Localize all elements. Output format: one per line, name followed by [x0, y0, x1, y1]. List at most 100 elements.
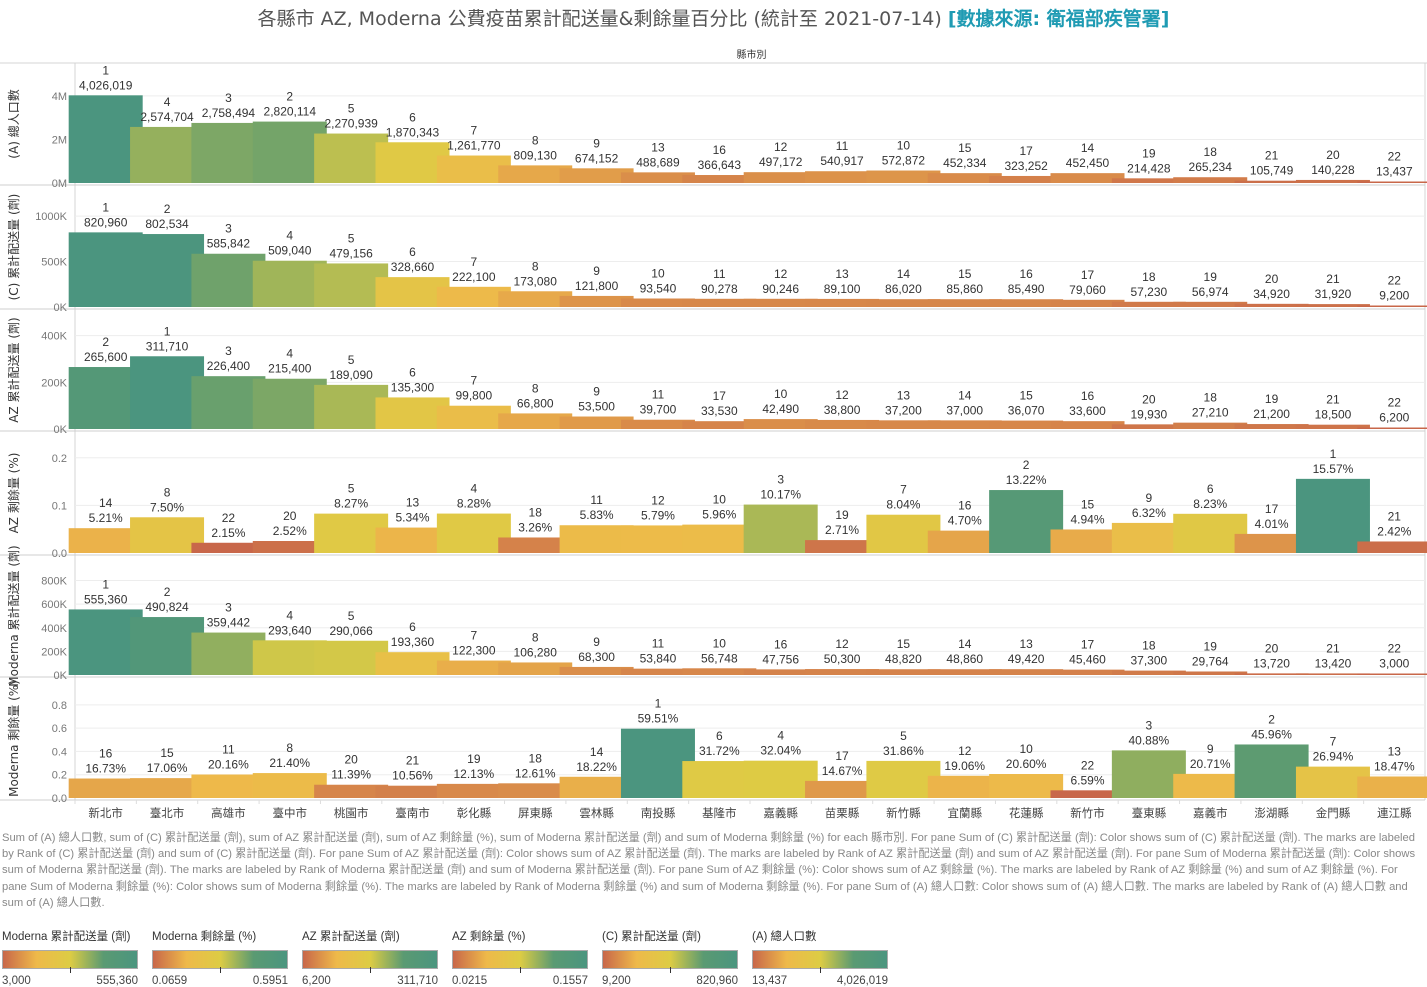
- value-label: 93,540: [640, 281, 677, 295]
- value-label: 31,920: [1315, 287, 1352, 301]
- bar-14: [866, 170, 941, 183]
- value-label: 328,660: [391, 260, 435, 274]
- value-label: 21,200: [1253, 407, 1290, 421]
- legend-min: 0.0659: [152, 975, 188, 987]
- bar-8: [498, 537, 573, 553]
- x-category-label: 新竹縣: [886, 806, 921, 820]
- x-category-label: 臺東縣: [1132, 806, 1167, 820]
- value-label: 27,210: [1192, 406, 1229, 420]
- rank-label: 18: [1142, 270, 1156, 284]
- bar-19: [1173, 422, 1248, 429]
- value-label: 90,278: [701, 282, 738, 296]
- rank-label: 22: [1388, 642, 1402, 656]
- rank-label: 13: [835, 267, 849, 281]
- x-category-label: 屏東縣: [518, 806, 553, 820]
- value-label: 809,130: [514, 148, 558, 162]
- legend-max: 820,960: [696, 975, 738, 987]
- x-category-label: 嘉義縣: [763, 806, 798, 820]
- value-label: 40.88%: [1129, 733, 1170, 747]
- legend-min: 6,200: [302, 975, 331, 987]
- rank-label: 13: [1388, 744, 1402, 758]
- pane-4: AZ 剩餘量 (%)0.00.10.25.21%14 7.50%82.15%222…: [0, 447, 1427, 560]
- x-category-label: 新北市: [88, 806, 123, 820]
- rank-label: 17: [713, 389, 727, 403]
- value-label: 79,060: [1069, 283, 1106, 297]
- bar-14: [866, 299, 941, 307]
- bar-10: [620, 419, 695, 429]
- rank-label: 8: [532, 381, 539, 395]
- legend-midpoint: [220, 967, 221, 973]
- y-tick-label: 600K: [41, 599, 67, 611]
- bar-15: [927, 173, 1002, 183]
- x-category-label: 花蓮縣: [1009, 806, 1044, 820]
- y-tick-label: 0.0: [52, 793, 67, 805]
- y-axis-title: Moderna 累計配送量 (劑): [6, 545, 21, 686]
- rank-label: 6: [409, 110, 416, 124]
- value-label: 3,000: [1379, 657, 1409, 671]
- legend-midpoint: [670, 967, 671, 973]
- rank-label: 19: [1204, 639, 1218, 653]
- rank-label: 3: [777, 473, 784, 487]
- rank-label: 21: [1326, 272, 1340, 286]
- value-label: 497,172: [759, 155, 803, 169]
- rank-label: 19: [835, 508, 849, 522]
- rank-label: 19: [1204, 270, 1218, 284]
- rank-label: 16: [713, 143, 727, 157]
- value-label: 265,234: [1189, 160, 1233, 174]
- rank-label: 14: [99, 496, 113, 510]
- rank-label: 7: [471, 374, 478, 388]
- rank-label: 5: [900, 729, 907, 743]
- rank-label: 22: [1388, 274, 1402, 288]
- bar-20: [1234, 180, 1309, 183]
- value-label: 14.67%: [822, 764, 863, 778]
- bar-9: [559, 776, 634, 798]
- value-label: 33,600: [1069, 404, 1106, 418]
- bar-17: [1050, 421, 1125, 429]
- legend-max: 311,710: [397, 975, 438, 987]
- rank-label: 2: [1268, 712, 1275, 726]
- y-tick-label: 0.8: [52, 700, 67, 712]
- rank-label: 13: [651, 140, 665, 154]
- value-label: 105,749: [1250, 164, 1294, 178]
- legend-gradient: [302, 950, 438, 973]
- value-label: 226,400: [207, 359, 251, 373]
- value-label: 20.60%: [1006, 757, 1047, 771]
- rank-label: 18: [1204, 145, 1218, 159]
- rank-label: 18: [1142, 639, 1156, 653]
- value-label: 5.83%: [580, 508, 614, 522]
- rank-label: 18: [529, 505, 543, 519]
- title-source-link[interactable]: [數據來源: 衛福部疾管署]: [947, 8, 1170, 30]
- rank-label: 13: [1019, 637, 1033, 651]
- bar-8: [498, 413, 573, 429]
- bar-13: [805, 780, 880, 798]
- value-label: 293,640: [268, 623, 312, 637]
- value-label: 26.94%: [1313, 750, 1354, 764]
- x-category-label: 澎湖縣: [1254, 806, 1289, 820]
- y-axis-title: Moderna 剩餘量 (%): [6, 680, 21, 797]
- legend-gradient: [752, 950, 888, 973]
- bar-13: [805, 298, 880, 307]
- rank-label: 21: [1326, 641, 1340, 655]
- value-label: 18.22%: [576, 760, 617, 774]
- rank-label: 5: [348, 353, 355, 367]
- x-category-label: 南投縣: [641, 806, 676, 820]
- bar-21: [1295, 673, 1370, 675]
- value-label: 45,460: [1069, 653, 1106, 667]
- value-label: 13,437: [1376, 165, 1413, 179]
- value-label: 323,252: [1004, 159, 1048, 173]
- value-label: 173,080: [514, 274, 558, 288]
- legend-min: 13,437: [752, 975, 788, 987]
- rank-label: 9: [593, 635, 600, 649]
- rank-label: 11: [652, 637, 665, 651]
- legend-max: 0.5951: [252, 975, 288, 987]
- rank-label: 5: [348, 102, 355, 116]
- bar-8: [498, 662, 573, 675]
- rank-label: 6: [1207, 482, 1214, 496]
- rank-label: 10: [774, 387, 788, 401]
- rank-label: 8: [532, 133, 539, 147]
- bar-9: [559, 416, 634, 429]
- bar-10: [620, 172, 695, 183]
- y-tick-label: 0M: [52, 178, 67, 190]
- y-tick-label: 400K: [41, 331, 67, 343]
